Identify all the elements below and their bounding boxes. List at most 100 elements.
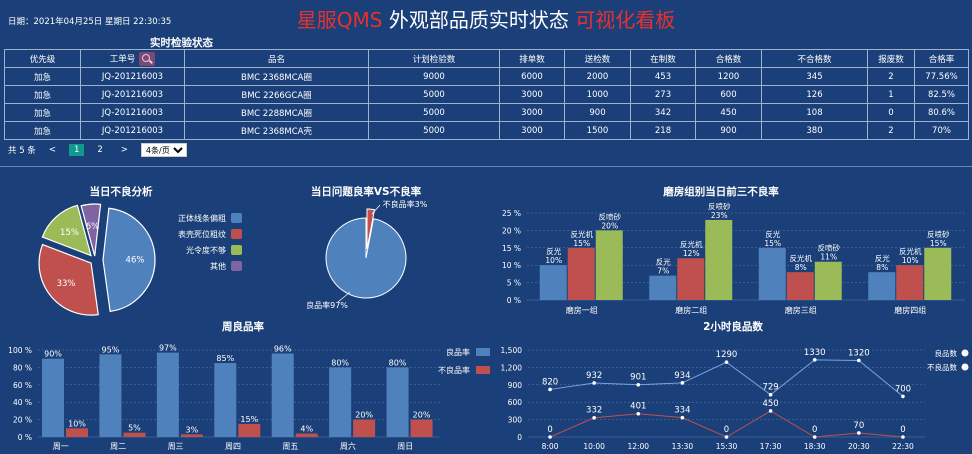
table-cell: 80.6% [914,103,969,122]
legend-swatch [476,348,490,356]
table-cell: 900 [564,103,631,122]
table-cell: 126 [761,85,868,104]
bar [271,353,294,437]
bar-name-label: 反光 [546,246,561,256]
bar-value-label: 85% [216,354,234,363]
table-row[interactable]: 加急 JQ-201216003 BMC 2368MCA圈 9000 6000 2000 45… [4,67,969,86]
header-datetime: 日期：2021年04月25日 星期日 22:30:35 [8,17,172,27]
bar-value-label: 11% [820,253,837,262]
data-point [812,435,817,439]
x-tick-label: 周二 [110,442,126,451]
y-tick-label: 10 % [502,261,521,270]
pie-slice [366,208,376,250]
bar-value-label: 15% [764,239,781,248]
x-tick-label: 周三 [168,442,184,451]
pager-prev-button[interactable]: < [48,145,56,155]
bar-value-label: 20% [413,411,431,420]
table-cell: 3000 [499,103,565,122]
slice-label: 不良品率3% [383,199,428,209]
table-cell: 0 [867,103,915,122]
search-icon[interactable] [139,51,156,66]
bar-value-label: 7% [657,267,669,276]
legend-label: 表壳死位粗纹 [178,229,226,239]
bar [99,354,122,437]
data-label: 0 [812,425,817,435]
x-tick-label: 10:00 [583,442,605,451]
title-brand: 星服QMS [296,8,383,32]
data-point [724,360,729,364]
slice-label: 6% [86,222,100,232]
x-tick-label: 15:30 [716,442,738,451]
y-tick-label: 20 % [502,226,521,235]
x-tick-label: 17:30 [760,442,782,451]
bar [238,423,261,437]
table-cell: JQ-201216003 [80,67,185,86]
bar-value-label: 20% [601,221,618,230]
x-tick-label: 磨房二组 [675,305,707,315]
page-size-select[interactable]: 4条/页 [140,143,187,157]
table-row[interactable]: 加急 JQ-201216003 BMC 2368MCA壳 5000 3000 1500 21… [4,121,969,140]
pager-page-1[interactable]: 1 [68,144,85,156]
leader-line [371,204,381,215]
series-line [549,410,903,438]
table-row[interactable]: 加急 JQ-201216003 BMC 2266GCA圈 5000 3000 1000 27… [4,85,969,104]
table-cell: 加急 [4,67,81,86]
x-tick-label: 磨房三组 [785,305,817,315]
bar [868,272,896,300]
table-row[interactable]: 加急 JQ-201216003 BMC 2288MCA圈 5000 3000 900 342… [4,103,969,122]
bar-value-label: 12% [683,249,700,258]
legend-marker [961,349,969,357]
data-point [768,409,773,413]
y-tick-label: 300 [508,416,523,425]
table-cell: 218 [630,121,696,140]
data-label: 934 [674,371,690,381]
bar-value-label: 3% [186,425,199,434]
bar [295,433,318,437]
pie-slice [80,203,102,257]
table-cell: BMC 2368MCA圈 [184,67,369,86]
leader-line [337,291,351,303]
bar-name-label: 反光机 [571,229,594,239]
data-label: 700 [895,384,911,394]
divider [0,166,972,167]
data-point [768,392,773,397]
chart-title: 当日问题良率VS不良率 [311,185,422,198]
bar [595,230,623,300]
column-header: 合格率 [914,49,969,68]
data-label: 1330 [804,348,826,358]
data-point [636,382,641,387]
bar [539,265,567,300]
table-cell: 2 [867,121,915,140]
bar-name-label: 反喷砂 [927,229,950,239]
legend-label: 良品率 [446,347,470,357]
bar-value-label: 10% [68,419,86,428]
table-cell: JQ-201216003 [80,103,185,122]
legend-swatch [231,229,242,239]
bar-value-label: 95% [102,345,120,354]
table-cell: 2 [867,67,915,86]
inspection-table: 优先级 工单号 品名 计划检验数 排单数 送检数 在制数 合格数 不合格数 报废数 合格率 加急 JQ… [4,49,969,140]
legend-swatch [476,366,490,374]
bar-value-label: 4% [300,425,313,434]
pager-next-button[interactable]: > [120,145,128,155]
pie-slice [41,204,92,257]
table-header-row: 优先级 工单号 品名 计划检验数 排单数 送检数 在制数 合格数 不合格数 报废数 合格率 [4,49,969,68]
y-tick-label: 0 [517,433,522,442]
bar-name-label: 反光 [875,253,890,263]
bar-value-label: 20% [355,411,373,420]
data-point [901,394,905,399]
bar [180,434,203,437]
pager-page-2[interactable]: 2 [97,145,103,155]
table-cell: 加急 [4,85,81,104]
table-cell: BMC 2368MCA壳 [184,121,369,140]
table-cell: JQ-201216003 [80,121,185,140]
data-point [548,387,552,392]
table-cell: 77.56% [914,67,969,86]
bar [786,272,814,300]
legend-label: 不良品数 [927,362,957,372]
x-tick-label: 周六 [340,441,356,451]
table-cell: 3000 [499,85,565,104]
table-cell: 6000 [499,67,565,86]
bar-value-label: 80% [389,358,407,367]
bar-name-label: 反喷砂 [599,211,622,221]
